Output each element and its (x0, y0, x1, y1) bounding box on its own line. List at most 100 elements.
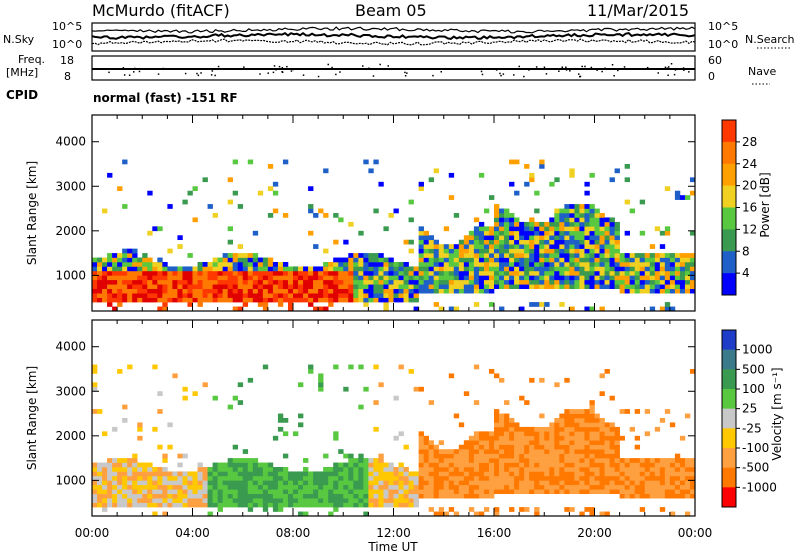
power-cell (478, 253, 485, 258)
vel-cell (579, 431, 585, 437)
vel-cell (684, 493, 691, 499)
power-cell (599, 275, 605, 281)
power-cell (418, 235, 424, 241)
vel-cell (669, 493, 676, 499)
vel-cell (478, 449, 485, 454)
power-cell (473, 302, 480, 307)
vel-cell (438, 507, 445, 512)
power-cell (343, 293, 349, 298)
power-cell (212, 293, 218, 298)
power-cell (534, 226, 540, 232)
power-cell (393, 266, 399, 272)
vel-cell (609, 426, 615, 432)
vel-cell (282, 480, 289, 486)
power-cell (433, 288, 440, 294)
vel-cell (659, 507, 666, 512)
vel-cell (217, 498, 223, 503)
power-cell (524, 266, 530, 272)
vel-cell (247, 493, 254, 499)
vel-cell (629, 426, 636, 432)
power-cell (287, 275, 294, 281)
power-cell (152, 293, 158, 298)
vel-cell (298, 489, 304, 495)
vel-cell (514, 458, 520, 463)
vel-cell (363, 467, 369, 472)
power-cell (544, 235, 550, 241)
vel-cell (408, 475, 414, 481)
vel-cell (519, 426, 525, 432)
vel-cell (272, 498, 279, 503)
power-cell (564, 248, 570, 254)
power-cell (102, 284, 108, 290)
power-cell (614, 253, 620, 258)
power-cell (423, 253, 429, 258)
vel-cell (499, 489, 505, 495)
power-cell (669, 253, 676, 258)
power-cell (463, 253, 470, 258)
power-cell (488, 275, 495, 281)
vel-cell (298, 511, 304, 517)
power-cell (634, 262, 641, 267)
power-cell (659, 244, 666, 249)
vel-cell (589, 440, 595, 446)
power-cell (428, 235, 435, 241)
vel-cell (534, 475, 540, 481)
power-cell (172, 266, 178, 272)
power-cell (428, 248, 435, 254)
power-cell (383, 279, 389, 285)
power-cell (277, 288, 284, 294)
power-cell (494, 244, 500, 249)
power-cell (368, 297, 374, 303)
vel-cell (408, 471, 414, 477)
vel-cell (247, 502, 254, 508)
mode-label: normal (fast) -151 RF (93, 91, 238, 105)
nave-dot (122, 67, 125, 69)
vel-cell (277, 418, 284, 423)
vel-cell (287, 489, 294, 495)
vel-cell (544, 471, 550, 477)
vel-cell (267, 462, 274, 468)
vel-cell (589, 404, 595, 410)
power-cell (448, 244, 455, 249)
vel-cell (604, 440, 610, 446)
power-cell (262, 275, 269, 281)
power-cell (132, 253, 138, 258)
vel-cell (127, 475, 133, 481)
vel-cell (438, 480, 445, 486)
vel-cell (599, 511, 605, 517)
power-cell (594, 266, 600, 272)
nave-dot (217, 65, 220, 68)
vel-cell (594, 489, 600, 495)
vel-cell (654, 467, 661, 472)
power-cell (564, 262, 570, 267)
power-cell (363, 302, 369, 307)
vel-cell (499, 467, 505, 472)
vel-cell (634, 471, 641, 477)
power-cell (232, 288, 239, 294)
vel-cell (162, 502, 168, 508)
power-cell (569, 204, 575, 209)
vel-cell (358, 480, 364, 486)
vel-cell (529, 467, 535, 472)
vel-cell (438, 475, 445, 481)
power-cell (524, 248, 530, 254)
power-cell (589, 244, 595, 249)
power-cell (142, 262, 148, 267)
power-cell (504, 213, 510, 218)
vel-cell (494, 462, 500, 468)
vel-cell (669, 489, 676, 495)
vel-cell (267, 493, 274, 499)
vel-cell (554, 484, 560, 490)
power-cell (267, 293, 274, 298)
vel-cell (589, 431, 595, 437)
power-cell (499, 217, 505, 223)
power-cell (237, 293, 244, 298)
colorbar-frame (721, 329, 737, 508)
vel-cell (167, 422, 173, 428)
power-cell (127, 284, 133, 290)
vel-cell (368, 498, 374, 503)
power-cell (398, 262, 404, 267)
vel-cell (614, 480, 620, 486)
vel-cell (348, 493, 354, 499)
vel-cell (433, 484, 440, 490)
